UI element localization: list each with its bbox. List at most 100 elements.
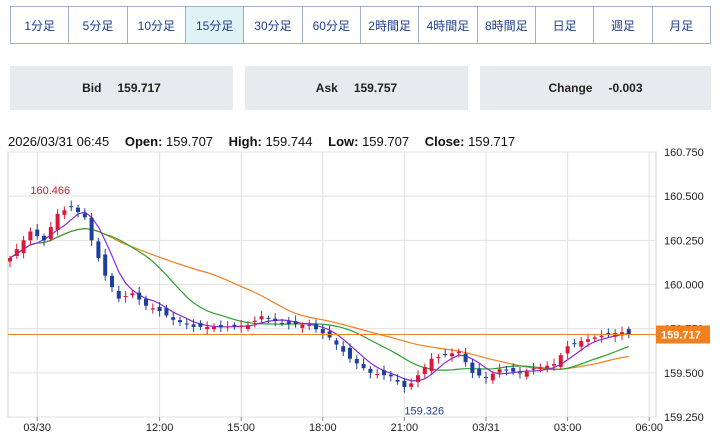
- candle-body: [354, 359, 359, 364]
- candle-body: [48, 227, 53, 240]
- candle-body: [443, 353, 448, 356]
- candle-body: [586, 339, 590, 342]
- candle-body: [490, 373, 495, 381]
- x-tick-label: 03/31: [472, 422, 500, 434]
- candle-body: [620, 332, 624, 336]
- timeframe-tabs: 1分足 5分足 10分足 15分足 30分足 60分足 2時間足 4時間足 8時間足 日足 週足 月足: [10, 6, 711, 44]
- ma-long-line: [9, 227, 629, 371]
- candle-body: [538, 367, 543, 369]
- candle-body: [130, 293, 135, 296]
- candle-body: [511, 367, 516, 372]
- change-label: Change: [548, 81, 593, 95]
- candle-body: [320, 328, 325, 334]
- candle-body: [184, 323, 189, 325]
- candle-body: [246, 325, 250, 329]
- candle-body: [409, 383, 414, 387]
- low-value: 159.707: [362, 134, 410, 149]
- candle-body: [341, 346, 346, 352]
- candle-body: [96, 241, 101, 258]
- tab-9[interactable]: 日足: [535, 7, 595, 43]
- candle-body: [8, 258, 12, 262]
- tab-2[interactable]: 10分足: [127, 7, 186, 43]
- bid-value: 159.717: [117, 81, 161, 95]
- x-tick-label: 21:00: [391, 422, 419, 434]
- candle-body: [348, 347, 352, 359]
- tab-10[interactable]: 週足: [594, 7, 653, 43]
- candle-body: [565, 346, 570, 354]
- candle-body: [14, 249, 19, 256]
- bid-box: Bid 159.717: [10, 66, 233, 110]
- low-annotation: 159.326: [404, 406, 444, 418]
- candle-body: [388, 374, 393, 377]
- tab-0[interactable]: 1分足: [11, 7, 70, 43]
- bid-label: Bid: [82, 81, 102, 95]
- candle-body: [579, 341, 584, 347]
- candle-body: [55, 213, 60, 230]
- candle-body: [395, 379, 400, 382]
- candle-body: [69, 206, 74, 208]
- y-tick-label: 159.250: [664, 412, 704, 424]
- open-value: 159.707: [166, 134, 214, 149]
- ohlc-readout: 2026/03/31 06:45 Open: 159.707 High: 159…: [8, 134, 515, 149]
- candle-body: [273, 318, 278, 322]
- candle-body: [76, 207, 80, 213]
- candle-body: [157, 307, 162, 311]
- ask-label: Ask: [315, 81, 338, 95]
- y-tick-label: 159.500: [664, 368, 704, 380]
- change-value: -0.003: [608, 81, 643, 95]
- x-tick-label: 03:00: [554, 422, 582, 434]
- candle-body: [422, 366, 427, 374]
- change-box: Change -0.003: [480, 66, 711, 110]
- candle-body: [62, 210, 67, 215]
- candle-body: [334, 340, 339, 345]
- candle-body: [21, 240, 26, 254]
- candle-body: [484, 377, 488, 379]
- y-tick-label: 160.000: [664, 280, 704, 292]
- close-value: 159.717: [468, 134, 516, 149]
- candle-body: [375, 374, 380, 376]
- candle-body: [456, 351, 461, 354]
- open-label: Open:: [124, 134, 163, 149]
- tab-5[interactable]: 60分足: [302, 7, 361, 43]
- tab-7[interactable]: 4時間足: [419, 7, 478, 43]
- candle-body: [266, 317, 271, 319]
- candle-body: [497, 369, 502, 373]
- tab-4[interactable]: 30分足: [244, 7, 303, 43]
- x-tick-label: 12:00: [146, 422, 174, 434]
- ohlc-datetime: 2026/03/31 06:45: [8, 134, 110, 149]
- candle-body: [205, 326, 210, 330]
- candle-body: [429, 358, 434, 372]
- candle-body: [198, 323, 203, 327]
- candle-body: [232, 324, 237, 327]
- candle-body: [504, 369, 509, 371]
- ask-value: 159.757: [353, 81, 398, 95]
- candle-body: [89, 217, 94, 241]
- candle-body: [164, 307, 169, 316]
- candle-body: [450, 353, 454, 357]
- tab-11[interactable]: 月足: [652, 7, 710, 43]
- candle-body: [470, 362, 475, 373]
- candle-body: [42, 235, 46, 241]
- tab-3[interactable]: 15分足: [185, 7, 245, 43]
- candle-body: [259, 316, 264, 320]
- candle-body: [218, 325, 223, 327]
- candle-body: [137, 292, 142, 300]
- tab-1[interactable]: 5分足: [69, 7, 128, 43]
- candle-body: [477, 368, 482, 376]
- candle-body: [382, 370, 386, 376]
- candle-body: [314, 323, 318, 330]
- candle-body: [225, 326, 230, 328]
- candle-body: [416, 375, 420, 383]
- candle-body: [191, 324, 196, 327]
- candle-body: [463, 353, 468, 363]
- x-tick-label: 15:00: [227, 422, 255, 434]
- tab-8[interactable]: 8時間足: [477, 7, 536, 43]
- candle-body: [144, 298, 148, 306]
- candle-body: [103, 254, 108, 276]
- candle-body: [110, 275, 114, 288]
- ask-box: Ask 159.757: [245, 66, 468, 110]
- candle-body: [436, 356, 441, 359]
- high-value: 159.744: [265, 134, 313, 149]
- tab-6[interactable]: 2時間足: [360, 7, 420, 43]
